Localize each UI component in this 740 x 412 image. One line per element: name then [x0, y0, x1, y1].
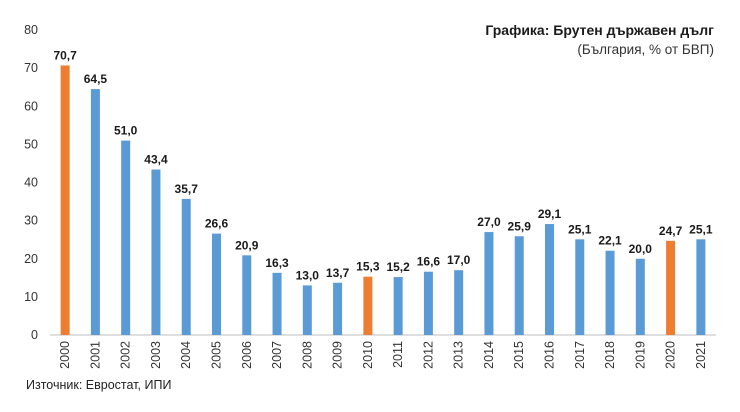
data-label: 16,3: [265, 256, 289, 270]
data-label: 70,7: [53, 48, 77, 62]
bar: [121, 140, 131, 335]
bar: [423, 271, 433, 335]
bar: [212, 233, 221, 335]
bar: [666, 240, 676, 335]
x-tick-label: 2016: [543, 341, 557, 369]
data-label: 22,1: [598, 234, 622, 248]
bar: [696, 239, 706, 335]
bar: [635, 258, 645, 335]
x-tick-label: 2001: [88, 341, 102, 369]
data-label: 15,3: [356, 260, 380, 274]
x-tick-label: 2012: [421, 341, 435, 369]
x-tick-label: 2000: [58, 341, 72, 369]
data-label: 16,6: [417, 255, 441, 269]
data-label: 35,7: [175, 182, 199, 196]
data-label: 13,7: [326, 266, 350, 280]
x-tick-label: 2011: [391, 341, 405, 368]
bar: [545, 224, 554, 335]
x-tick-label: 2017: [573, 341, 587, 369]
bar: [363, 276, 373, 335]
bar: [272, 272, 282, 335]
data-label: 26,6: [205, 217, 229, 231]
data-label: 20,0: [629, 242, 653, 256]
bar: [333, 282, 343, 335]
y-tick-label: 80: [24, 23, 38, 37]
x-tick-label: 2007: [270, 341, 284, 369]
x-tick-label: 2006: [240, 341, 254, 369]
bar: [60, 65, 70, 336]
data-label: 64,5: [84, 72, 108, 86]
bar: [514, 236, 524, 335]
bar: [484, 232, 494, 335]
x-tick-label: 2020: [664, 341, 678, 369]
x-tick-label: 2005: [210, 341, 224, 369]
data-label: 27,0: [477, 215, 501, 229]
x-tick-label: 2003: [149, 341, 163, 369]
y-tick-label: 10: [24, 290, 38, 304]
x-tick-label: 2008: [300, 341, 314, 369]
data-label: 51,0: [114, 124, 138, 138]
y-tick-label: 30: [24, 214, 38, 228]
chart-subtitle: (България, % от БВП): [577, 42, 714, 57]
bar: [605, 250, 615, 335]
x-tick-label: 2010: [361, 341, 375, 369]
chart-source: Източник: Евростат, ИПИ: [26, 378, 172, 392]
data-label: 24,7: [659, 224, 683, 238]
bar: [181, 198, 191, 335]
data-label: 25,1: [689, 222, 713, 236]
x-tick-label: 2009: [331, 341, 345, 369]
chart-title: Графика: Брутен държавен дълг: [485, 22, 714, 38]
data-label: 13,0: [296, 268, 320, 282]
data-label: 43,4: [144, 153, 168, 167]
bar: [242, 255, 252, 335]
bar: [575, 239, 585, 335]
data-label: 25,1: [568, 222, 592, 236]
y-tick-label: 50: [24, 137, 38, 151]
bar: [151, 169, 161, 335]
x-tick-label: 2015: [512, 341, 526, 369]
y-tick-label: 0: [31, 328, 38, 342]
bar: [302, 285, 312, 335]
y-tick-label: 20: [24, 252, 38, 266]
x-tick-label: 2021: [694, 341, 708, 369]
x-tick-label: 2014: [482, 341, 496, 369]
y-tick-label: 40: [24, 176, 38, 190]
data-label: 15,2: [386, 260, 410, 274]
bar: [454, 270, 464, 335]
data-label: 29,1: [538, 207, 562, 221]
x-tick-label: 2019: [633, 341, 647, 369]
x-tick-label: 2004: [179, 341, 193, 369]
y-tick-label: 70: [24, 61, 38, 75]
bar: [393, 277, 403, 335]
data-label: 20,9: [235, 238, 259, 252]
x-tick-label: 2018: [603, 341, 617, 369]
y-tick-label: 60: [24, 99, 38, 113]
data-label: 25,9: [508, 219, 532, 233]
data-label: 17,0: [447, 253, 471, 267]
x-tick-label: 2013: [452, 341, 466, 369]
x-tick-label: 2002: [119, 341, 133, 369]
bar: [90, 89, 100, 335]
